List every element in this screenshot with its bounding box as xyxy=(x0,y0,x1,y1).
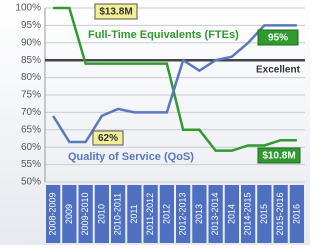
x-tick-label: 2011-2012 xyxy=(145,193,155,235)
y-tick-label: 85% xyxy=(21,55,41,66)
y-tick-label: 65% xyxy=(21,124,41,135)
annotation: $13.8M xyxy=(99,7,132,18)
x-tick-label: 2016 xyxy=(291,204,301,224)
y-tick-label: 50% xyxy=(21,177,41,188)
x-tick-label: 2013 xyxy=(194,204,204,224)
x-tick-box xyxy=(273,185,288,243)
x-tick-label: 2014 xyxy=(226,204,236,224)
x-tick-box xyxy=(208,185,223,243)
x-tick-label: 2013-2014 xyxy=(210,192,220,235)
x-tick-box xyxy=(241,185,256,243)
x-tick-label: 2009 xyxy=(64,204,74,224)
x-tick-box xyxy=(176,185,191,243)
y-tick-label: 60% xyxy=(21,142,41,153)
annotation: 95% xyxy=(268,33,288,44)
series-line xyxy=(52,24,297,144)
annotation-box xyxy=(92,130,124,146)
x-tick-box xyxy=(224,185,239,243)
y-tick-label: 55% xyxy=(21,159,41,170)
y-tick-label: 70% xyxy=(21,107,41,118)
y-tick-label: 90% xyxy=(21,37,41,48)
y-tick-label: 80% xyxy=(21,72,41,83)
legend-label: Quality of Service (QoS) xyxy=(68,151,194,163)
x-tick-box xyxy=(289,185,304,243)
x-tick-label: 2010 xyxy=(96,204,106,224)
x-tick-label: 2014-2015 xyxy=(243,192,253,235)
x-tick-label: 2008-2009 xyxy=(48,192,58,235)
x-tick-label: 2011 xyxy=(129,204,139,223)
x-tick-box xyxy=(111,185,126,243)
x-tick-box xyxy=(78,185,93,243)
x-tick-box xyxy=(127,185,142,243)
x-tick-box xyxy=(192,185,207,243)
x-tick-label: 2015 xyxy=(259,204,269,224)
x-tick-label: 2010-2011 xyxy=(113,193,123,235)
chart: 50% 55% 60% 65% 70% 75% 80% 85% 90% 95% 100% $13.8… xyxy=(0,0,310,245)
series-line xyxy=(53,6,297,152)
y-tick-label: 95% xyxy=(21,20,41,31)
x-tick-label: 2009-2010 xyxy=(80,192,90,235)
annotation: 62% xyxy=(98,133,118,144)
x-tick-label: 2012-2013 xyxy=(178,192,188,235)
x-tick-box xyxy=(46,185,61,243)
x-tick-box xyxy=(62,185,77,243)
annotation-box xyxy=(94,3,138,20)
x-tick-box xyxy=(257,185,272,243)
legend-label: Full-Time Equivalents (FTEs) xyxy=(88,29,239,41)
x-tick-box xyxy=(159,185,174,243)
annotation-box xyxy=(257,29,299,46)
reference-label: Excellent xyxy=(256,65,301,76)
y-tick-label: 75% xyxy=(21,90,41,101)
x-tick-label: 2012 xyxy=(161,204,171,224)
x-tick-label: 2015-2016 xyxy=(275,192,285,235)
x-tick-box xyxy=(94,185,109,243)
annotation-box xyxy=(257,147,301,164)
x-tick-box xyxy=(143,185,158,243)
y-tick-label: 100% xyxy=(15,3,41,14)
annotation: $10.8M xyxy=(262,151,295,162)
